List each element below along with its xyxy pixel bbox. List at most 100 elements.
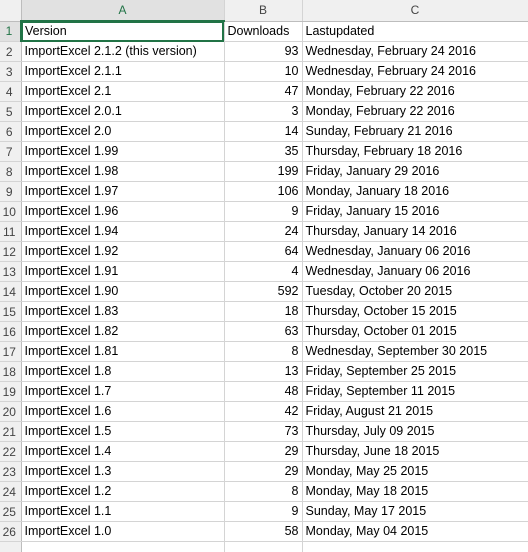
row-header[interactable]: 1 [0,21,22,42]
row-header[interactable]: 21 [0,421,22,442]
cell-version[interactable]: ImportExcel 1.1 [21,501,225,522]
cell-version[interactable]: ImportExcel 1.3 [21,461,225,482]
row-header[interactable]: 15 [0,301,22,322]
cell-updated[interactable]: Monday, January 18 2016 [302,181,528,202]
cell-downloads[interactable]: 93 [224,41,303,62]
row-header[interactable]: 11 [0,221,22,242]
cell-updated[interactable]: Wednesday, January 06 2016 [302,241,528,262]
cell-updated[interactable]: Monday, May 04 2015 [302,521,528,542]
cell-downloads[interactable]: 48 [224,381,303,402]
cell-version[interactable]: ImportExcel 1.6 [21,401,225,422]
column-header-a[interactable]: A [21,0,225,22]
cell-updated[interactable]: Sunday, February 21 2016 [302,121,528,142]
cell-version[interactable]: ImportExcel 2.1.1 [21,61,225,82]
cell-downloads-header[interactable]: Downloads [224,21,303,42]
row-header[interactable]: 2 [0,41,22,62]
cell-updated[interactable]: Tuesday, October 20 2015 [302,281,528,302]
cell-updated[interactable]: Thursday, February 18 2016 [302,141,528,162]
cell-downloads[interactable]: 73 [224,421,303,442]
cell-updated[interactable]: Friday, August 21 2015 [302,401,528,422]
cell-downloads[interactable]: 199 [224,161,303,182]
cell-updated-header[interactable]: Lastupdated [302,21,528,42]
cell-downloads[interactable]: 63 [224,321,303,342]
cell-downloads[interactable]: 64 [224,241,303,262]
cell-updated[interactable]: Thursday, July 09 2015 [302,421,528,442]
cell-downloads[interactable]: 9 [224,201,303,222]
cell-version[interactable]: ImportExcel 2.1 [21,81,225,102]
cell-downloads[interactable]: 58 [224,521,303,542]
cell-version[interactable]: ImportExcel 1.4 [21,441,225,462]
cell-updated[interactable]: Monday, February 22 2016 [302,101,528,122]
row-header[interactable]: 7 [0,141,22,162]
row-header[interactable]: 13 [0,261,22,282]
column-header-b[interactable]: B [224,0,303,22]
cell-version[interactable]: ImportExcel 1.91 [21,261,225,282]
cell-version[interactable]: ImportExcel 1.99 [21,141,225,162]
row-header[interactable]: 17 [0,341,22,362]
row-header[interactable]: 26 [0,521,22,542]
cell-downloads[interactable]: 47 [224,81,303,102]
cell-downloads[interactable]: 4 [224,261,303,282]
cell-downloads[interactable]: 24 [224,221,303,242]
cell-version-header[interactable]: Version [21,21,225,42]
row-header[interactable] [0,541,22,552]
column-header-c[interactable]: C [302,0,528,22]
cell-version[interactable]: ImportExcel 1.82 [21,321,225,342]
row-header[interactable]: 16 [0,321,22,342]
cell-updated[interactable]: Friday, September 11 2015 [302,381,528,402]
row-header[interactable]: 19 [0,381,22,402]
select-all-corner[interactable] [0,0,22,22]
cell-updated[interactable]: Wednesday, February 24 2016 [302,41,528,62]
cell-updated[interactable]: Monday, February 22 2016 [302,81,528,102]
cell-version[interactable]: ImportExcel 1.96 [21,201,225,222]
cell-version[interactable]: ImportExcel 2.0.1 [21,101,225,122]
row-header[interactable]: 25 [0,501,22,522]
cell-downloads[interactable]: 29 [224,441,303,462]
cell-version[interactable]: ImportExcel 1.97 [21,181,225,202]
row-header[interactable]: 5 [0,101,22,122]
cell-updated[interactable]: Thursday, October 01 2015 [302,321,528,342]
cell-version[interactable]: ImportExcel 1.7 [21,381,225,402]
cell-downloads[interactable]: 29 [224,461,303,482]
cell-downloads[interactable]: 8 [224,481,303,502]
cell-downloads[interactable]: 13 [224,361,303,382]
cell-updated[interactable]: Thursday, October 15 2015 [302,301,528,322]
cell-updated[interactable]: Friday, January 15 2016 [302,201,528,222]
cell-downloads[interactable]: 8 [224,341,303,362]
row-header[interactable]: 10 [0,201,22,222]
cell-updated[interactable]: Sunday, May 17 2015 [302,501,528,522]
cell-updated[interactable]: Thursday, June 18 2015 [302,441,528,462]
row-header[interactable]: 12 [0,241,22,262]
row-header[interactable]: 14 [0,281,22,302]
cell-downloads[interactable]: 592 [224,281,303,302]
cell-version[interactable]: ImportExcel 1.2 [21,481,225,502]
cell-version[interactable]: ImportExcel 1.81 [21,341,225,362]
row-header[interactable]: 9 [0,181,22,202]
row-header[interactable]: 20 [0,401,22,422]
cell-updated[interactable]: Wednesday, January 06 2016 [302,261,528,282]
cell-downloads[interactable]: 106 [224,181,303,202]
row-header[interactable]: 3 [0,61,22,82]
row-header[interactable]: 24 [0,481,22,502]
cell-version[interactable]: ImportExcel 1.92 [21,241,225,262]
cell-downloads[interactable]: 18 [224,301,303,322]
row-header[interactable]: 8 [0,161,22,182]
cell-downloads[interactable]: 10 [224,61,303,82]
cell-downloads[interactable]: 9 [224,501,303,522]
row-header[interactable]: 22 [0,441,22,462]
empty-cell[interactable] [224,541,303,552]
cell-version[interactable]: ImportExcel 1.94 [21,221,225,242]
cell-downloads[interactable]: 14 [224,121,303,142]
cell-downloads[interactable]: 35 [224,141,303,162]
empty-cell[interactable] [302,541,528,552]
cell-version[interactable]: ImportExcel 2.1.2 (this version) [21,41,225,62]
cell-version[interactable]: ImportExcel 1.5 [21,421,225,442]
cell-updated[interactable]: Friday, January 29 2016 [302,161,528,182]
cell-updated[interactable]: Monday, May 18 2015 [302,481,528,502]
row-header[interactable]: 6 [0,121,22,142]
row-header[interactable]: 23 [0,461,22,482]
cell-updated[interactable]: Friday, September 25 2015 [302,361,528,382]
empty-cell[interactable] [21,541,225,552]
cell-version[interactable]: ImportExcel 2.0 [21,121,225,142]
row-header[interactable]: 18 [0,361,22,382]
